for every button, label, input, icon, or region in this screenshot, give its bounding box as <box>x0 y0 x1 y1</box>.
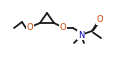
Text: O: O <box>97 16 103 25</box>
Text: O: O <box>60 23 66 32</box>
Text: O: O <box>27 23 33 32</box>
Text: N: N <box>78 31 84 40</box>
